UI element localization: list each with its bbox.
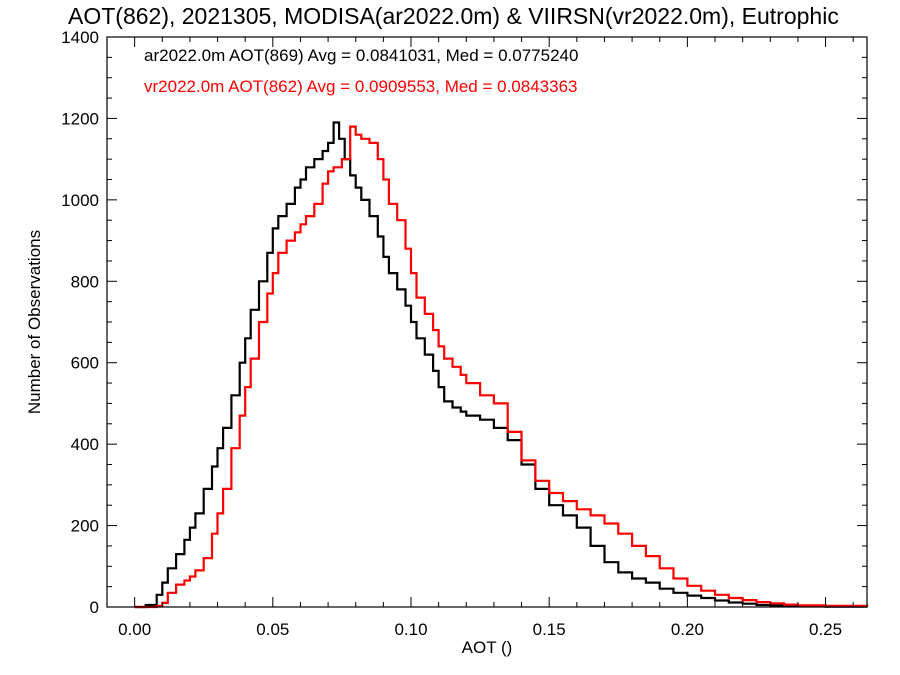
legend: ar2022.0m AOT(869) Avg = 0.0841031, Med … xyxy=(144,46,578,96)
x-axis-label: AOT () xyxy=(462,638,513,657)
x-tick-label-0: 0.00 xyxy=(118,620,151,639)
x-axis-ticks: 0.00 0.05 0.10 0.15 0.20 0.25 xyxy=(106,37,854,639)
x-tick-label-1: 0.05 xyxy=(256,620,289,639)
x-tick-label-2: 0.10 xyxy=(394,620,427,639)
y-tick-label-4: 800 xyxy=(71,272,99,291)
x-tick-label-5: 0.25 xyxy=(809,620,842,639)
series-line-1 xyxy=(134,125,869,609)
y-tick-label-5: 1000 xyxy=(61,191,99,210)
x-tick-label-3: 0.15 xyxy=(533,620,566,639)
y-tick-label-2: 400 xyxy=(71,435,99,454)
y-tick-label-0: 0 xyxy=(90,598,99,617)
y-tick-label-1: 200 xyxy=(71,517,99,536)
x-tick-label-4: 0.20 xyxy=(671,620,704,639)
y-tick-label-3: 600 xyxy=(71,354,99,373)
y-tick-label-7: 1400 xyxy=(61,28,99,47)
plot-series xyxy=(134,121,869,609)
legend-entry-vr2022: vr2022.0m AOT(862) Avg = 0.0909553, Med … xyxy=(144,77,578,96)
legend-entry-ar2022: ar2022.0m AOT(869) Avg = 0.0841031, Med … xyxy=(144,46,578,65)
series-line-0 xyxy=(134,121,869,609)
chart-title: AOT(862), 2021305, MODISA(ar2022.0m) & V… xyxy=(68,3,839,29)
plot-frame xyxy=(106,36,868,608)
y-axis-label: Number of Observations xyxy=(25,230,44,414)
y-tick-label-6: 1200 xyxy=(61,109,99,128)
y-axis-ticks: 0 200 400 600 800 1000 1200 1400 xyxy=(61,28,867,617)
